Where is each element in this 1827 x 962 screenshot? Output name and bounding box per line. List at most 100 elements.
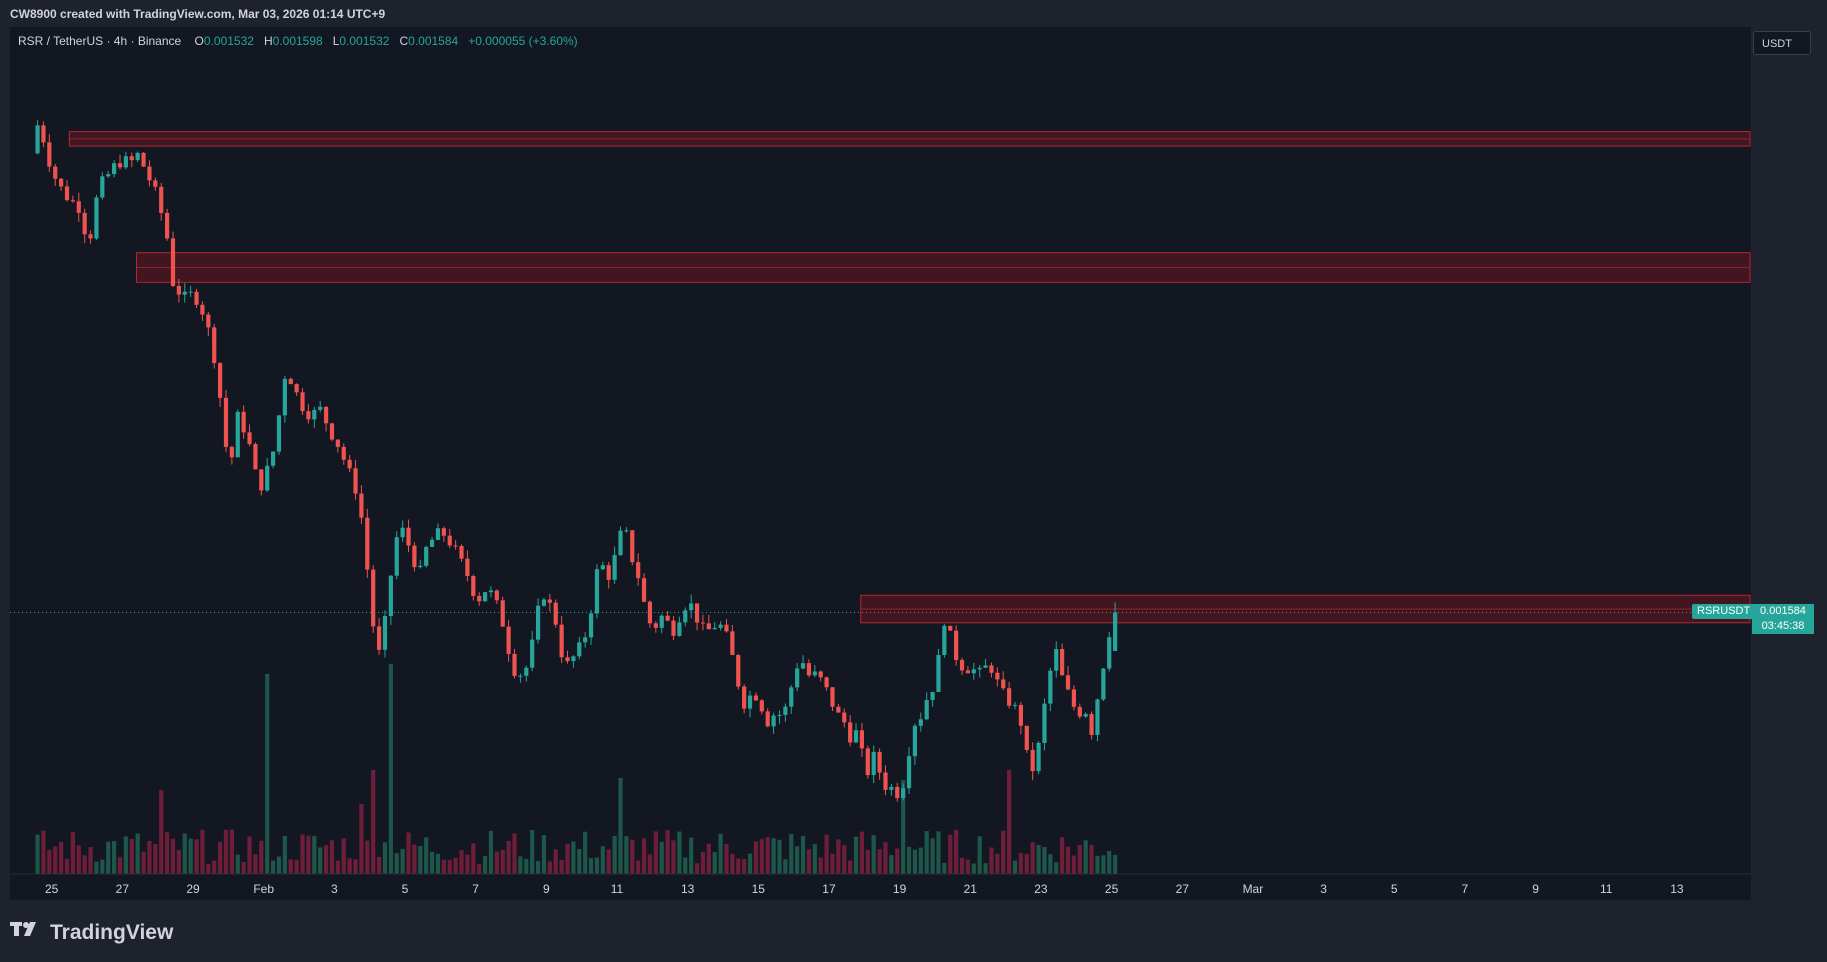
candle-body	[877, 751, 882, 773]
volume-bar	[771, 838, 776, 874]
candle-body	[424, 546, 429, 566]
volume-bar	[359, 804, 364, 874]
candle-body	[830, 687, 835, 707]
candle-body	[200, 304, 205, 315]
volume-bar	[924, 830, 929, 874]
candle-body	[453, 545, 458, 547]
time-tick-label: 7	[1462, 882, 1469, 896]
price-chart[interactable]: 0.0025000.0024000.0023000.0022000.002100…	[10, 27, 1752, 900]
candle-body	[594, 569, 600, 614]
candle-body	[306, 411, 311, 420]
chart-area[interactable]: 0.0025000.0024000.0023000.0022000.002100…	[10, 27, 1752, 900]
volume-bar	[742, 859, 747, 874]
volume-bar	[1113, 855, 1118, 874]
candle-body	[1042, 703, 1047, 743]
bar-countdown: 03:45:38	[1761, 620, 1805, 632]
time-tick-label: 5	[402, 882, 409, 896]
candle-body	[742, 686, 747, 709]
candle-body	[1083, 713, 1088, 717]
candle-body	[783, 706, 788, 715]
candle-body	[518, 675, 523, 677]
candle-body	[930, 691, 935, 701]
candle-body	[989, 665, 994, 673]
volume-bar	[718, 833, 723, 874]
candle-body	[983, 665, 988, 668]
volume-bar	[912, 849, 918, 874]
candle-body	[341, 446, 346, 460]
volume-bar	[889, 855, 894, 874]
candle-body	[70, 200, 75, 202]
candle-body	[842, 712, 847, 723]
candle-body	[435, 528, 441, 540]
symbol-info[interactable]: RSR / TetherUS · 4h · Binance	[18, 34, 182, 48]
candle-body	[895, 786, 900, 799]
candle-body	[700, 622, 706, 624]
volume-bar	[82, 855, 87, 874]
volume-bar	[535, 861, 541, 874]
close-label: C	[399, 34, 409, 48]
volume-bar	[518, 856, 523, 874]
volume-bar	[459, 850, 464, 874]
volume-bar	[64, 858, 70, 874]
volume-bar	[901, 780, 906, 874]
candle-body	[506, 626, 511, 654]
candle-body	[618, 530, 623, 556]
volume-bar	[871, 835, 876, 874]
candle-body	[736, 655, 741, 687]
candle-body	[1030, 749, 1035, 772]
volume-bar	[1036, 844, 1041, 874]
candle-body	[335, 439, 340, 447]
volume-bar	[312, 835, 317, 874]
candle-body	[400, 527, 405, 538]
time-tick-label: 11	[1600, 882, 1613, 896]
candle-body	[188, 291, 193, 293]
volume-bar	[294, 859, 299, 874]
time-tick-label: 19	[893, 882, 907, 896]
volume-bar	[895, 848, 900, 874]
time-tick-label: 17	[822, 882, 836, 896]
high-label: H	[263, 34, 273, 48]
time-tick-label: 27	[1176, 882, 1190, 896]
candle-body	[35, 125, 40, 154]
time-tick-label: 3	[1320, 882, 1327, 896]
volume-bar	[983, 863, 988, 874]
volume-bar	[806, 849, 812, 874]
candle-body	[359, 493, 364, 518]
candle-body	[318, 406, 323, 410]
volume-bar	[1083, 840, 1088, 874]
volume-bar	[530, 829, 535, 874]
volume-bar	[736, 858, 741, 874]
tradingview-brand[interactable]: TradingView	[10, 920, 173, 946]
candle-body	[76, 201, 81, 213]
volume-bar	[930, 838, 935, 874]
volume-bar	[500, 849, 505, 874]
candle-body	[559, 624, 564, 658]
candle-body	[753, 695, 759, 701]
volume-bar	[488, 830, 494, 874]
candle-body	[906, 756, 912, 789]
chart-credit: CW8900 created with TradingView.com, Mar…	[10, 7, 386, 21]
volume-bar	[400, 848, 405, 874]
candle-body	[247, 432, 252, 445]
volume-bar	[212, 860, 217, 874]
candle-body	[759, 700, 764, 712]
volume-bar	[94, 861, 99, 874]
candle-body	[530, 639, 535, 668]
candle-body	[948, 625, 953, 631]
volume-bar	[76, 845, 81, 874]
volume-bar	[777, 839, 782, 874]
close-value: 0.001584	[408, 34, 459, 48]
candle-body	[977, 667, 982, 670]
candle-body	[276, 415, 282, 452]
volume-bar	[936, 831, 941, 874]
candle-body	[795, 668, 800, 688]
candle-body	[482, 592, 488, 602]
candle-body	[995, 672, 1000, 680]
volume-bar	[665, 830, 670, 874]
volume-bar	[977, 836, 982, 874]
volume-bar	[583, 831, 588, 874]
candle-body	[206, 314, 211, 328]
candle-body	[53, 166, 58, 179]
volume-bar	[159, 790, 164, 874]
currency-button[interactable]: USDT	[1753, 31, 1811, 55]
